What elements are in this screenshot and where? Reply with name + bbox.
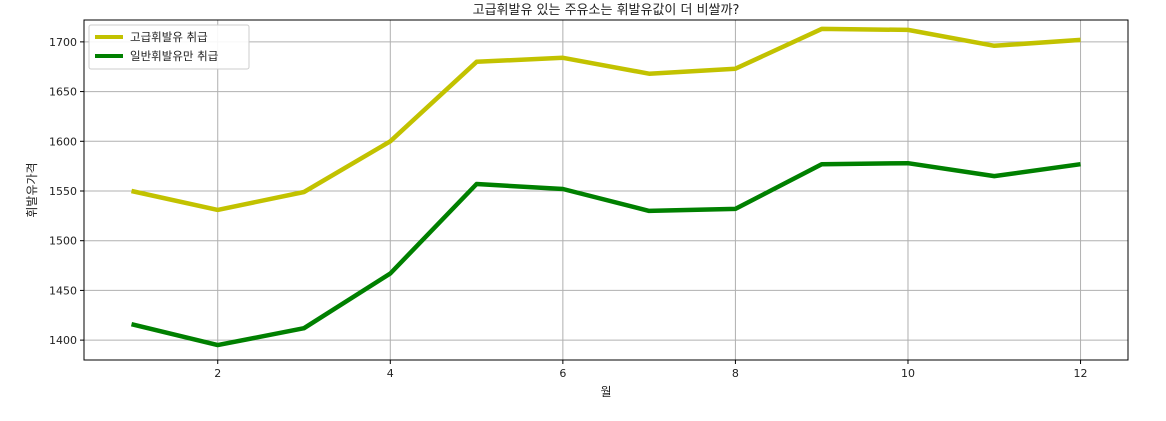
chart-title: 고급휘발유 있는 주유소는 휘발유값이 더 비쌀까? xyxy=(473,3,740,18)
series-line-regular xyxy=(132,163,1081,345)
y-tick-label: 1550 xyxy=(49,185,77,198)
series-line-premium xyxy=(132,29,1081,210)
x-tick-label: 12 xyxy=(1074,367,1088,380)
x-tick-label: 8 xyxy=(732,367,739,380)
y-tick-label: 1500 xyxy=(49,235,77,248)
legend: 고급휘발유 취급 일반휘발유만 취급 xyxy=(89,25,249,69)
grid xyxy=(84,20,1128,360)
legend-label-regular: 일반휘발유만 취급 xyxy=(130,49,218,63)
y-axis-label: 휘발유가격 xyxy=(25,162,39,217)
y-tick-label: 1650 xyxy=(49,86,77,99)
y-tick-label: 1600 xyxy=(49,135,77,148)
plot-frame xyxy=(84,20,1128,360)
legend-label-premium: 고급휘발유 취급 xyxy=(130,30,208,44)
series-lines xyxy=(132,29,1081,345)
y-tick-label: 1450 xyxy=(49,284,77,297)
x-tick-label: 6 xyxy=(559,367,566,380)
x-tick-label: 2 xyxy=(214,367,221,380)
x-axis-label: 월 xyxy=(600,385,611,399)
y-tick-label: 1700 xyxy=(49,36,77,49)
y-tick-label: 1400 xyxy=(49,334,77,347)
x-tick-label: 10 xyxy=(901,367,915,380)
x-tick-label: 4 xyxy=(387,367,394,380)
